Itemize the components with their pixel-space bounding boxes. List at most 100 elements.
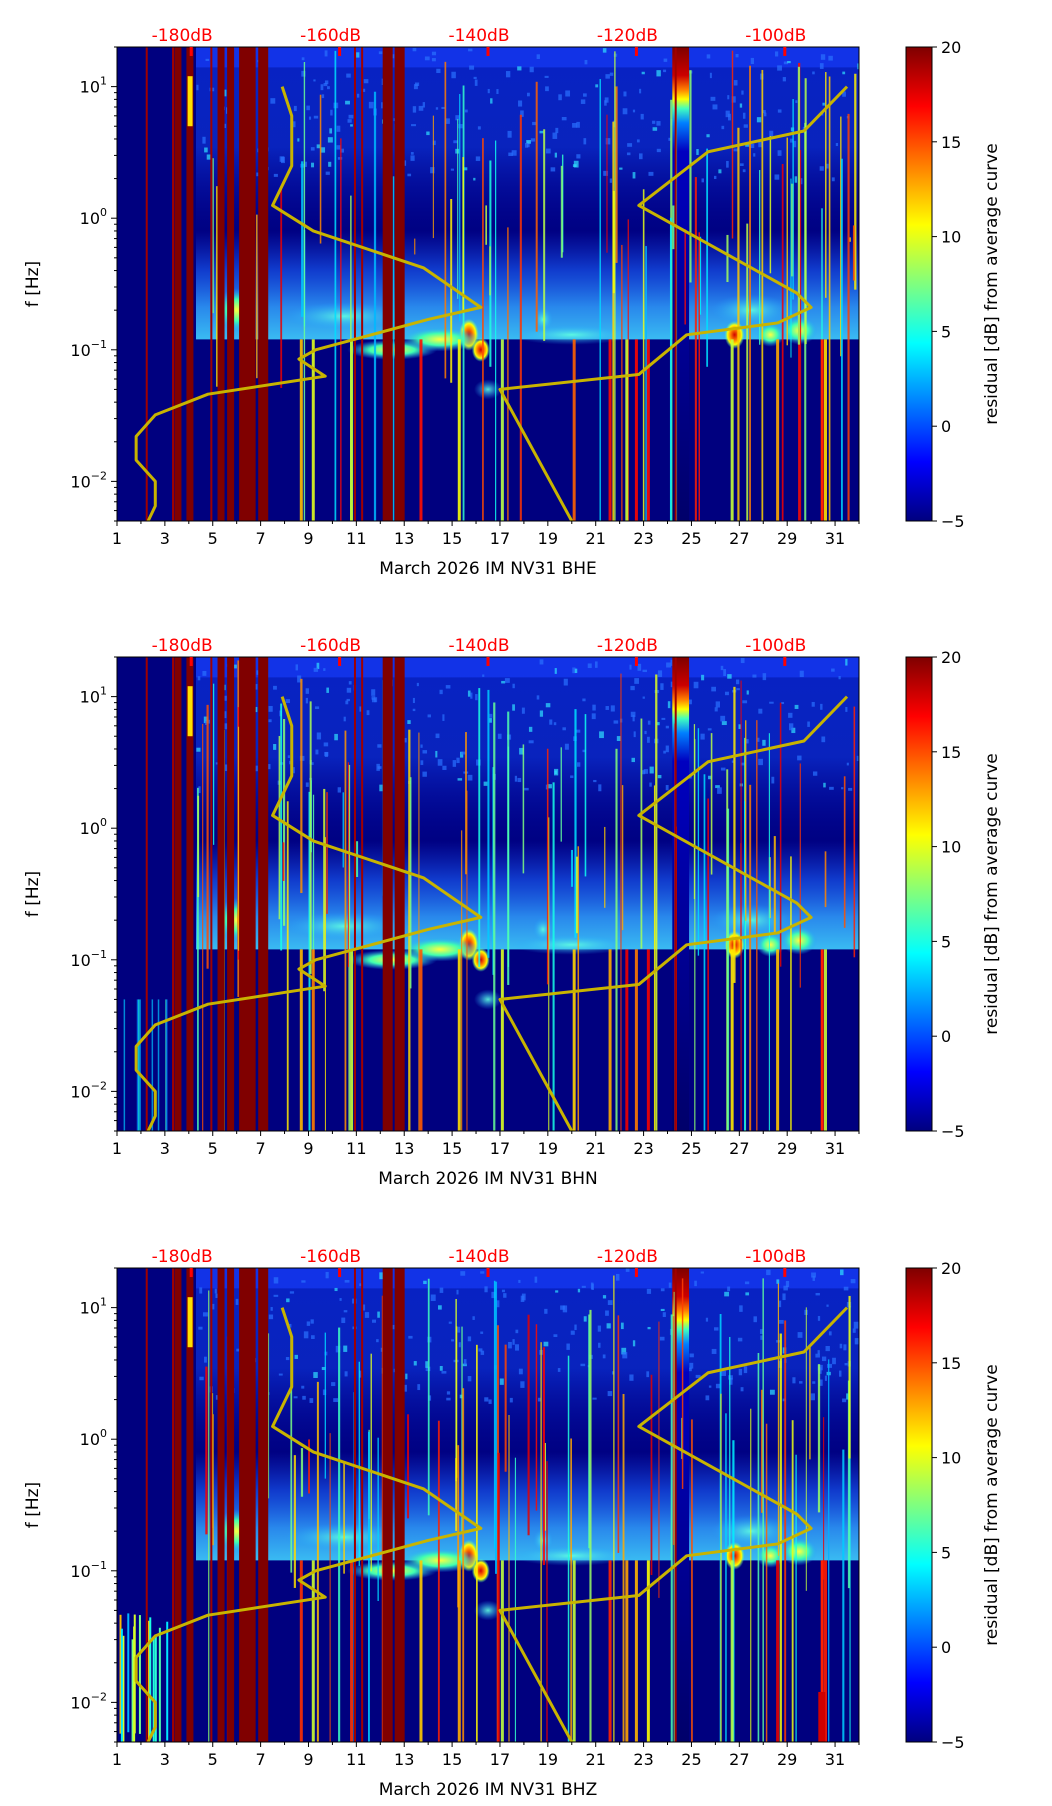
lowfreq-line — [120, 1628, 123, 1742]
noise-speck — [210, 1303, 215, 1310]
noise-speck — [437, 759, 443, 766]
transient-line — [621, 785, 624, 931]
colorbar-tick-label: 10 — [941, 838, 961, 857]
noise-speck — [391, 54, 395, 59]
y-tick-exponent: −2 — [91, 1079, 107, 1092]
colorbar-tick-label: 0 — [941, 417, 951, 436]
noise-speck — [745, 739, 749, 744]
noise-speck — [760, 1335, 763, 1340]
event-spike — [419, 1560, 423, 1742]
hf-noise-band — [195, 1268, 859, 1469]
noise-speck — [646, 1288, 652, 1294]
noise-speck — [723, 669, 727, 677]
noise-speck — [660, 1308, 665, 1312]
colorbar-label: residual [dB] from average curve — [982, 753, 1002, 1034]
noise-speck — [807, 721, 810, 727]
transient-line — [546, 748, 549, 985]
transient-line — [482, 138, 484, 521]
saturated-bar — [382, 1268, 393, 1742]
saturated-line — [674, 47, 677, 521]
noise-speck — [484, 1397, 489, 1402]
noise-speck — [584, 59, 588, 65]
hf-noise-band — [195, 657, 859, 858]
transient-line — [821, 208, 823, 357]
noise-speck — [303, 1331, 309, 1339]
noise-speck — [554, 152, 558, 158]
x-tick-label: 23 — [633, 1750, 653, 1769]
noise-speck — [343, 1310, 348, 1313]
y-tick-base: 10 — [80, 1430, 100, 1449]
noise-speck — [581, 1285, 586, 1288]
transient-line — [805, 1307, 807, 1591]
transient-line — [640, 718, 643, 949]
noise-speck — [293, 105, 297, 112]
noise-speck — [286, 1298, 290, 1303]
event-spike — [572, 339, 576, 521]
noise-speck — [410, 155, 415, 161]
noise-speck — [602, 48, 607, 53]
event-spike — [572, 1560, 576, 1742]
x-tick-label: 17 — [490, 1139, 510, 1158]
noise-speck — [436, 68, 441, 74]
noise-speck — [446, 1391, 451, 1395]
top-db-label: -120dB — [597, 26, 658, 46]
noise-speck — [783, 61, 789, 65]
noise-speck — [794, 176, 798, 183]
saturated-line — [361, 47, 364, 521]
noise-speck — [706, 134, 710, 138]
transient-line — [684, 229, 686, 325]
noise-speck — [779, 1319, 784, 1324]
noise-speck — [321, 1366, 327, 1371]
noise-speck — [610, 705, 615, 712]
noise-speck — [821, 736, 826, 743]
noise-speck — [515, 1329, 519, 1334]
event-spike — [820, 949, 824, 1131]
event-spike — [500, 949, 504, 1131]
transient-line — [614, 51, 616, 521]
noise-speck — [470, 692, 473, 699]
transient-line — [493, 702, 496, 1131]
transient-line — [329, 1433, 331, 1742]
transient-line — [493, 1280, 496, 1549]
transient-line — [737, 127, 740, 521]
noise-speck — [848, 787, 853, 791]
noise-speck — [709, 72, 712, 79]
colorbar-tick-label: 5 — [941, 932, 951, 951]
noise-speck — [482, 674, 485, 677]
reference-curve — [498, 695, 849, 1131]
noise-speck — [637, 663, 642, 671]
noise-speck — [206, 154, 212, 160]
noise-speck — [644, 730, 647, 735]
event-spike — [776, 1560, 780, 1742]
saturated-bar — [239, 1268, 250, 1742]
y-tick-base: 10 — [70, 951, 90, 970]
noise-speck — [529, 66, 534, 73]
noise-speck — [700, 733, 705, 740]
noise-speck — [316, 662, 320, 670]
transient-line — [840, 116, 842, 357]
noise-speck — [661, 717, 666, 720]
noise-speck — [639, 88, 642, 94]
transient-line — [282, 842, 285, 881]
noise-speck — [323, 83, 328, 87]
noise-speck — [457, 1326, 461, 1333]
noise-speck — [706, 54, 711, 59]
noise-speck — [539, 659, 544, 665]
noise-speck — [756, 737, 760, 742]
noise-speck — [613, 720, 619, 724]
transient-line — [673, 1291, 675, 1742]
x-tick-label: 25 — [681, 1139, 701, 1158]
noise-speck — [508, 152, 513, 157]
noise-speck — [305, 782, 309, 787]
noise-speck — [843, 1344, 847, 1351]
noise-speck — [611, 1371, 615, 1375]
noise-speck — [630, 685, 635, 691]
colorbar-tick-label: 15 — [941, 1354, 961, 1373]
noise-speck — [762, 673, 767, 681]
transient-line — [769, 136, 772, 274]
noise-speck — [562, 1305, 568, 1313]
noise-speck — [634, 678, 639, 684]
transient-line — [546, 1461, 548, 1742]
noise-speck — [224, 123, 227, 129]
top-db-label: -180dB — [152, 636, 213, 656]
